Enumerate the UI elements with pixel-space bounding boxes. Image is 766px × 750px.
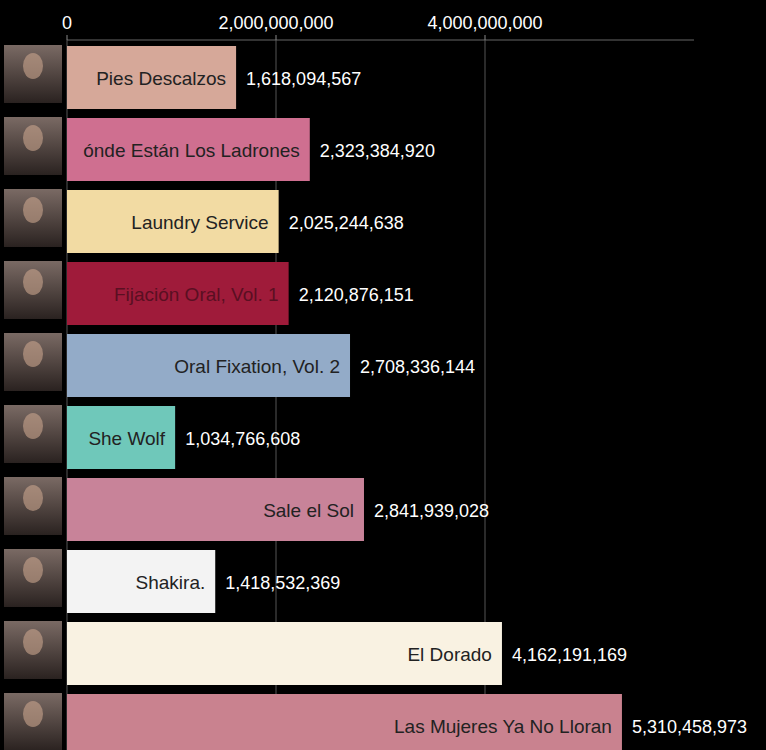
tick-mark xyxy=(276,35,277,40)
bar xyxy=(67,622,502,685)
tick-mark xyxy=(485,35,486,40)
tick-label: 0 xyxy=(62,13,72,33)
album-cover-figure xyxy=(23,413,43,439)
album-cover-figure xyxy=(23,701,43,727)
bar xyxy=(67,694,622,750)
data-label: 4,162,191,169 xyxy=(512,645,627,665)
tick-label: 4,000,000,000 xyxy=(427,13,542,33)
data-label: 2,323,384,920 xyxy=(320,141,435,161)
data-label: 5,310,458,973 xyxy=(632,717,747,737)
album-cover-figure xyxy=(23,53,43,79)
album-cover-figure xyxy=(23,269,43,295)
bar xyxy=(67,118,310,181)
category-label: Shakira. xyxy=(136,572,206,593)
album-cover xyxy=(4,477,62,535)
tick-label: 2,000,000,000 xyxy=(218,13,333,33)
data-label: 2,841,939,028 xyxy=(374,501,489,521)
bar xyxy=(67,334,350,397)
chart-root: 0 2,000,000,000 4,000,000,000 Pies Descalzo… xyxy=(0,0,766,750)
data-label: 1,618,094,567 xyxy=(246,69,361,89)
data-label: 2,025,244,638 xyxy=(289,213,404,233)
bar xyxy=(67,550,215,613)
category-label: Pies Descalzos xyxy=(96,68,226,89)
bar xyxy=(67,46,236,109)
data-label: 1,034,766,608 xyxy=(185,429,300,449)
category-label: ónde Están Los Ladrones xyxy=(83,140,300,161)
category-label: Laundry Service xyxy=(131,212,268,233)
album-cover-figure xyxy=(23,557,43,583)
category-label: Fijación Oral, Vol. 1 xyxy=(114,284,279,305)
album-cover xyxy=(4,333,62,391)
category-label: Las Mujeres Ya No Lloran xyxy=(394,716,612,737)
data-label: 1,418,532,369 xyxy=(225,573,340,593)
album-cover xyxy=(4,621,62,679)
bar xyxy=(67,262,289,325)
album-cover-figure xyxy=(23,629,43,655)
data-label: 2,708,336,144 xyxy=(360,357,475,377)
album-cover xyxy=(4,549,62,607)
album-cover xyxy=(4,45,62,103)
bar xyxy=(67,478,364,541)
album-cover xyxy=(4,261,62,319)
album-cover-figure xyxy=(23,125,43,151)
album-cover-figure xyxy=(23,341,43,367)
chart-svg: 0 2,000,000,000 4,000,000,000 Pies Descalzo… xyxy=(0,0,766,750)
category-label: El Dorado xyxy=(407,644,492,665)
data-label: 2,120,876,151 xyxy=(299,285,414,305)
category-label: Sale el Sol xyxy=(263,500,354,521)
bar xyxy=(67,190,279,253)
album-cover xyxy=(4,189,62,247)
bar xyxy=(67,406,175,469)
background xyxy=(0,0,766,750)
album-cover xyxy=(4,693,62,750)
x-axis-line xyxy=(67,40,694,41)
category-label: She Wolf xyxy=(88,428,165,449)
album-cover xyxy=(4,117,62,175)
album-cover xyxy=(4,405,62,463)
album-cover-figure xyxy=(23,485,43,511)
category-label: Oral Fixation, Vol. 2 xyxy=(174,356,340,377)
tick-mark xyxy=(67,35,68,40)
album-cover-figure xyxy=(23,197,43,223)
